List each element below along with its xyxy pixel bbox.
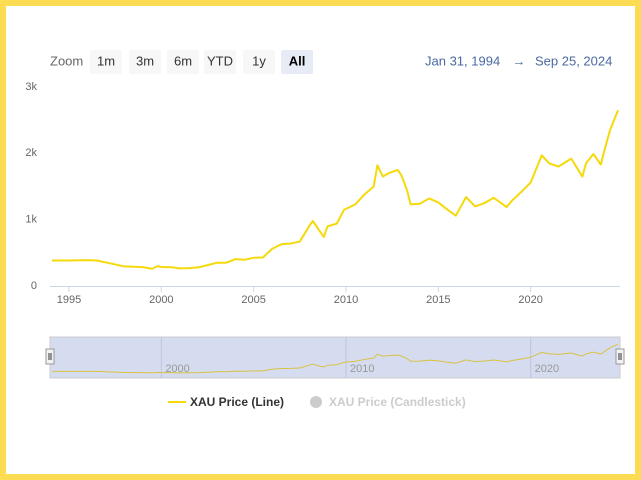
legend-label[interactable]: XAU Price (Line): [190, 395, 284, 409]
zoom-button-label[interactable]: 1m: [97, 53, 115, 68]
zoom-button-label[interactable]: All: [289, 53, 306, 68]
x-tick-label: 2010: [334, 294, 358, 306]
navigator-tick-label: 2010: [350, 363, 374, 375]
navigator-handle[interactable]: [45, 348, 55, 365]
navigator-tick-label: 2000: [165, 363, 189, 375]
navigator-handle[interactable]: [615, 348, 625, 365]
zoom-button-label[interactable]: 6m: [174, 53, 192, 68]
navigator-mask[interactable]: [49, 336, 621, 379]
zoom-button-label[interactable]: 1y: [252, 53, 266, 68]
x-tick-label: 2005: [241, 294, 265, 306]
navigator-tick-label: 2020: [535, 363, 559, 375]
zoom-button-label[interactable]: YTD: [207, 53, 233, 68]
price-line: [52, 109, 619, 270]
zoom-label: Zoom: [50, 53, 83, 68]
zoom-button[interactable]: [129, 50, 161, 74]
y-tick-label: 0: [31, 280, 37, 292]
x-tick-label: 2020: [518, 294, 542, 306]
y-tick-label: 3k: [25, 81, 37, 93]
zoom-button[interactable]: [167, 50, 199, 74]
range-arrow: →: [513, 53, 526, 68]
y-tick-label: 1k: [25, 214, 37, 226]
y-tick-label: 2k: [25, 147, 37, 159]
x-tick-label: 2015: [426, 294, 450, 306]
range-to[interactable]: Sep 25, 2024: [535, 53, 612, 68]
x-tick-label: 1995: [57, 294, 81, 306]
navigator-line: [52, 343, 619, 374]
legend-label[interactable]: XAU Price (Candlestick): [329, 395, 466, 409]
range-from[interactable]: Jan 31, 1994: [425, 53, 500, 68]
zoom-button[interactable]: [281, 50, 313, 74]
zoom-button[interactable]: [243, 50, 275, 74]
x-tick-label: 2000: [149, 294, 173, 306]
zoom-button[interactable]: [204, 50, 236, 74]
zoom-button[interactable]: [90, 50, 122, 74]
legend-symbol: [310, 396, 322, 408]
zoom-button-label[interactable]: 3m: [136, 53, 154, 68]
